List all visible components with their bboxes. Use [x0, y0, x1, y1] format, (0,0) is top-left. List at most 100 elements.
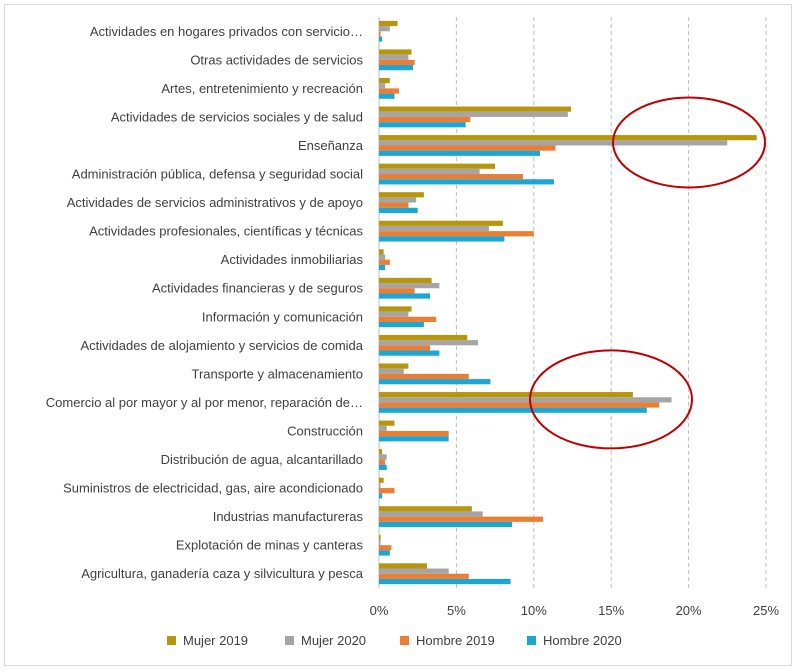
bar [379, 59, 415, 66]
annotation-ellipse [529, 349, 693, 450]
legend-label: Mujer 2020 [301, 633, 366, 648]
category-label: Actividades profesionales, científicas y… [89, 224, 363, 239]
bar [379, 573, 469, 579]
category-label: Actividades de servicios administrativos… [67, 195, 363, 210]
bar [379, 145, 556, 151]
bar [379, 150, 540, 156]
bar [379, 488, 395, 494]
bar [379, 321, 424, 328]
bar [379, 539, 381, 546]
bar [379, 550, 390, 556]
x-tick-label: 5% [447, 603, 466, 618]
bar [379, 373, 469, 380]
category-label: Actividades de servicios sociales y de s… [111, 109, 363, 124]
annotation-ellipse [612, 96, 766, 189]
bar [379, 83, 386, 89]
category-label: Industrias manufactureras [213, 509, 364, 524]
bar [379, 26, 390, 32]
category-label: Distribución de agua, alcantarillado [161, 452, 363, 467]
bar [379, 397, 672, 403]
bar [379, 264, 386, 271]
bar [379, 316, 437, 322]
bar [379, 436, 449, 442]
bar [379, 288, 415, 294]
bar [379, 430, 449, 437]
bar [379, 207, 418, 213]
legend-label: Hombre 2019 [416, 633, 495, 648]
annotations [529, 96, 766, 450]
category-label: Construcción [287, 423, 363, 438]
bar [379, 568, 449, 574]
bar [379, 379, 491, 385]
bar [379, 545, 392, 551]
bar [379, 420, 395, 426]
bar [379, 111, 568, 117]
bar [379, 31, 381, 37]
x-tick-label: 15% [598, 603, 624, 618]
bar [379, 459, 386, 465]
bar [379, 464, 387, 470]
bar [379, 254, 386, 260]
bar [379, 225, 489, 232]
category-label: Transporte y almacenamiento [192, 366, 364, 381]
bar [379, 93, 395, 99]
bar [379, 407, 647, 413]
bar [379, 168, 480, 175]
category-label: Información y comunicación [202, 309, 363, 324]
bar [379, 392, 633, 398]
bar [379, 202, 409, 208]
bar [379, 534, 381, 540]
bar [379, 311, 409, 317]
bar [379, 516, 544, 522]
x-tick-label: 10% [521, 603, 547, 618]
category-label: Agricultura, ganadería caza y silvicultu… [81, 566, 364, 581]
category-label: Actividades de alojamiento y servicios d… [80, 338, 363, 353]
category-label: Actividades inmobiliarias [221, 252, 364, 267]
bar [379, 425, 387, 431]
bar [379, 49, 412, 55]
bar [379, 116, 471, 123]
category-label: Explotación de minas y canteras [176, 538, 364, 553]
bar [379, 306, 412, 312]
x-tick-label: 20% [676, 603, 702, 618]
legend-label: Hombre 2020 [543, 633, 622, 648]
bar [379, 334, 468, 341]
bar [379, 236, 505, 242]
bar [379, 402, 660, 408]
bar [379, 511, 483, 517]
bar [379, 506, 472, 512]
grid-layer [378, 17, 767, 588]
bar [379, 368, 404, 374]
bar [379, 20, 398, 27]
bar [379, 345, 431, 351]
category-label: Suministros de electricidad, gas, aire a… [63, 481, 363, 496]
bar [379, 54, 409, 60]
bar [379, 65, 414, 71]
bar [379, 135, 757, 141]
category-labels: Actividades en hogares privados con serv… [46, 24, 364, 581]
bar [379, 192, 424, 198]
bar [379, 277, 432, 284]
x-tick-label: 25% [753, 603, 779, 618]
category-label: Otras actividades de servicios [190, 52, 363, 67]
chart-frame [4, 4, 792, 666]
category-label: Actividades en hogares privados con serv… [90, 24, 363, 39]
legend-swatch [167, 636, 176, 645]
bar [379, 563, 427, 569]
bar [379, 578, 511, 585]
bar [379, 174, 523, 180]
bar [379, 179, 554, 185]
bar [379, 249, 384, 255]
bars-layer [379, 20, 757, 585]
bar [379, 88, 400, 94]
bar [379, 197, 417, 203]
bar [379, 122, 466, 128]
x-tick-label: 0% [370, 603, 389, 618]
legend-swatch [527, 636, 536, 645]
bar [379, 454, 387, 460]
bar [379, 106, 571, 112]
bar [379, 220, 503, 226]
bar [379, 350, 440, 356]
bar [379, 259, 390, 265]
legend: Mujer 2019 Mujer 2020 Hombre 2019 Hombre 20… [167, 633, 622, 648]
